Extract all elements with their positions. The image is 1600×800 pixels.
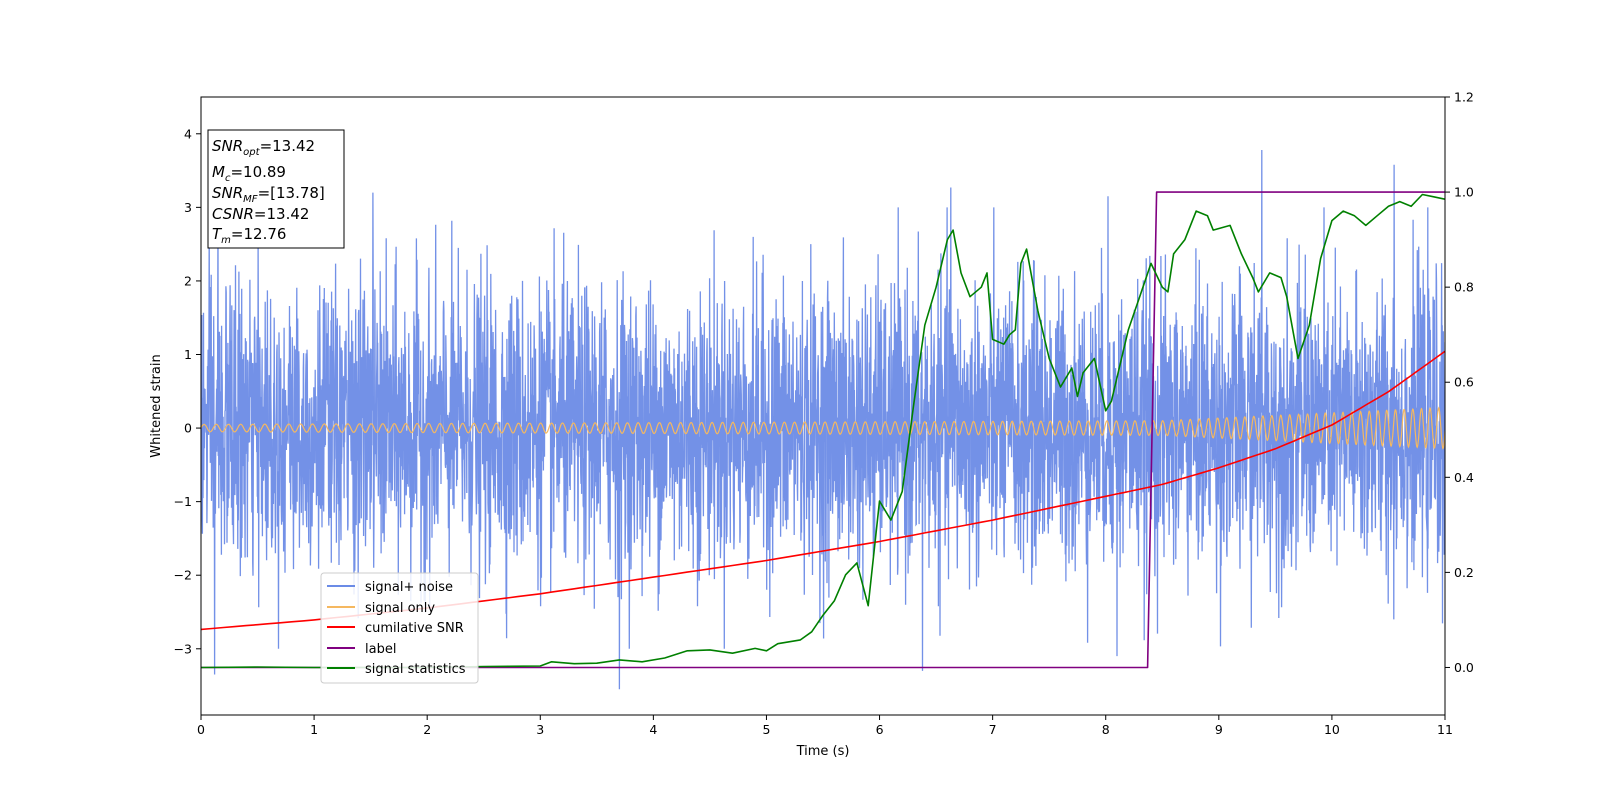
x-tick-label: 5 — [762, 722, 770, 737]
stats-snr-mf: SNRMF=[13.78] — [212, 184, 325, 205]
x-tick-label: 11 — [1437, 722, 1453, 737]
series-label-line — [201, 191, 1445, 669]
y2-tick-label: 1.0 — [1454, 185, 1474, 200]
y-tick-label: 0 — [184, 421, 192, 436]
stats-tm-value: =12.76 — [231, 225, 287, 243]
x-axis-ticks: 0 1 2 3 4 5 6 7 8 9 10 11 — [197, 715, 1453, 737]
legend-label-label: label — [365, 642, 396, 657]
x-tick-label: 1 — [310, 722, 318, 737]
stats-csnr: CSNR=13.42 — [212, 205, 309, 223]
legend-label-signal-only: signal only — [365, 601, 435, 616]
y-tick-label: 4 — [184, 126, 192, 141]
x-tick-label: 10 — [1324, 722, 1340, 737]
y-axis-label: Whitened strain — [149, 354, 164, 457]
stats-mc-value: =10.89 — [230, 163, 286, 181]
y2-tick-label: 0.8 — [1454, 280, 1474, 295]
y2-tick-label: 0.4 — [1454, 470, 1474, 485]
x-tick-label: 0 — [197, 722, 205, 737]
x-tick-label: 3 — [536, 722, 544, 737]
x-tick-label: 4 — [649, 722, 657, 737]
x-tick-label: 8 — [1102, 722, 1110, 737]
y-axis-ticks: 4 3 2 1 0 −1 −2 −3 — [174, 126, 201, 656]
x-tick-label: 2 — [423, 722, 431, 737]
y-tick-label: 3 — [184, 200, 192, 215]
stats-box: SNRopt=13.42 Mc=10.89 SNRMF=[13.78] CSNR… — [207, 129, 345, 249]
stats-snr-mf-value: =[13.78] — [258, 184, 325, 202]
y2-tick-label: 0.6 — [1454, 375, 1474, 390]
legend: signal+ noise signal only cumilative SNR… — [320, 572, 479, 684]
y2-tick-label: 0.0 — [1454, 660, 1474, 675]
stats-snr-opt-value: =13.42 — [260, 137, 316, 155]
series-signal-statistics-line — [201, 193, 1445, 669]
series-signal-only-line — [201, 406, 1445, 450]
y2-tick-label: 0.2 — [1454, 565, 1474, 580]
series-signal-noise-line — [201, 149, 1445, 690]
x-tick-label: 6 — [876, 722, 884, 737]
y2-axis-ticks: 1.2 1.0 0.8 0.6 0.4 0.2 0.0 — [1445, 90, 1474, 675]
y-tick-label: −1 — [174, 494, 192, 509]
legend-label-signal-statistics: signal statistics — [365, 662, 466, 677]
y2-tick-label: 1.2 — [1454, 90, 1474, 105]
stats-tm: Tm=12.76 — [212, 225, 286, 246]
legend-label-cumulative-snr: cumilative SNR — [365, 621, 464, 636]
x-tick-label: 9 — [1215, 722, 1223, 737]
y-tick-label: 1 — [184, 347, 192, 362]
stats-mc: Mc=10.89 — [212, 163, 286, 184]
x-axis-label: Time (s) — [796, 744, 850, 759]
plot-frame — [200, 96, 1446, 716]
y-tick-label: 2 — [184, 273, 192, 288]
y-tick-label: −3 — [174, 641, 192, 656]
legend-label-signal-noise: signal+ noise — [365, 580, 453, 595]
legend-frame — [320, 572, 479, 684]
y-tick-label: −2 — [174, 568, 192, 583]
stats-snr-opt: SNRopt=13.42 — [212, 137, 315, 158]
x-tick-label: 7 — [989, 722, 997, 737]
stats-box-frame — [207, 129, 345, 249]
stats-csnr-value: =13.42 — [254, 205, 310, 223]
